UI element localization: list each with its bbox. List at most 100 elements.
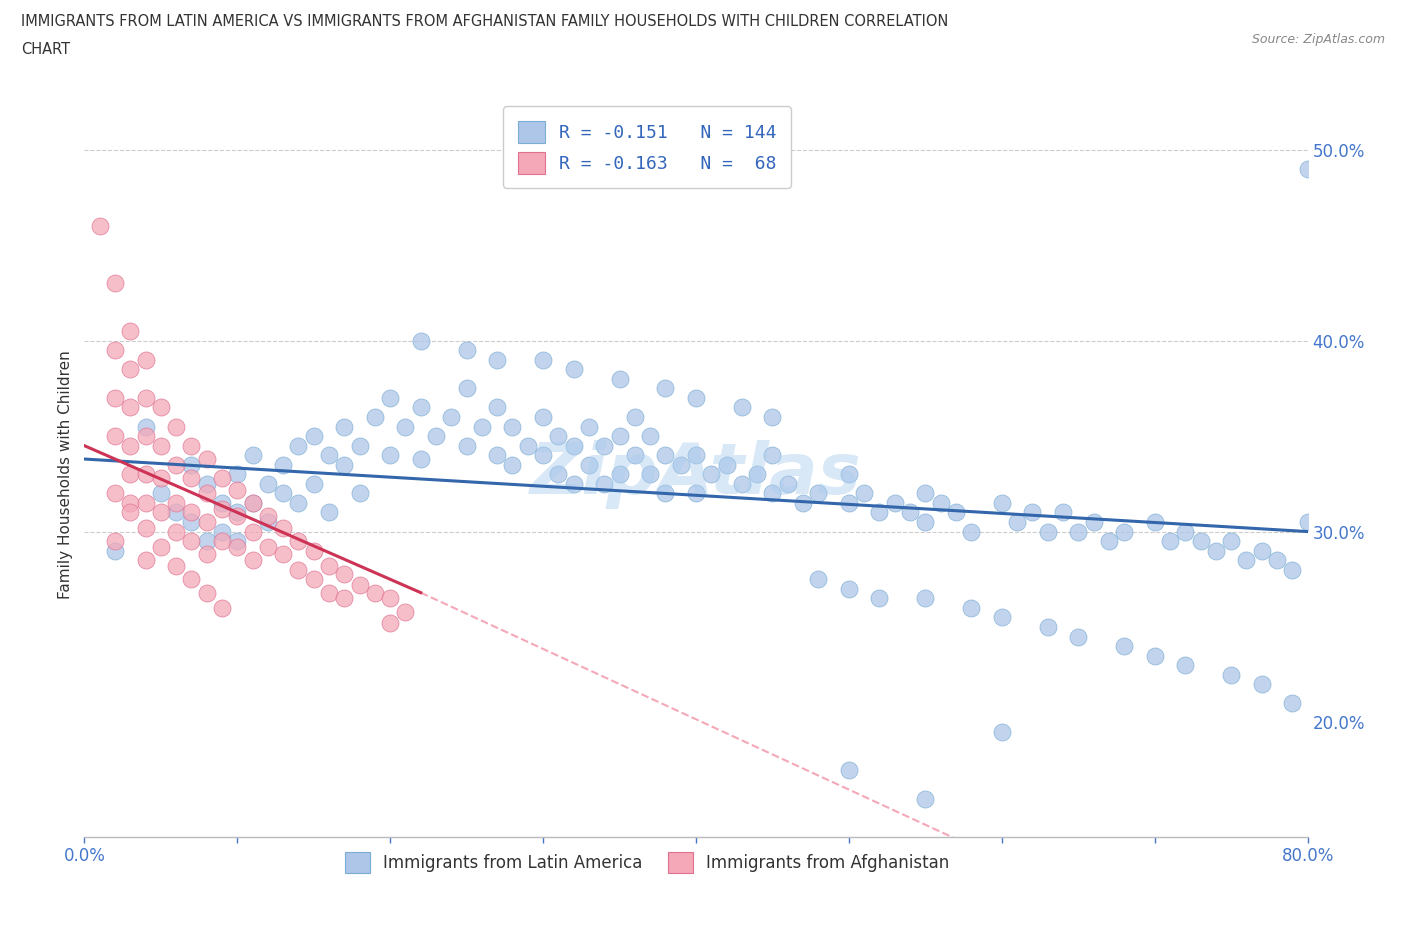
Point bbox=[242, 496, 264, 511]
Point bbox=[669, 458, 692, 472]
Point bbox=[104, 391, 127, 405]
Point bbox=[195, 486, 218, 501]
Point bbox=[502, 419, 524, 434]
Point bbox=[425, 429, 447, 444]
Text: ZipAtlas: ZipAtlas bbox=[530, 440, 862, 509]
Point bbox=[409, 452, 432, 467]
Point bbox=[257, 509, 280, 524]
Point bbox=[333, 458, 356, 472]
Text: Source: ZipAtlas.com: Source: ZipAtlas.com bbox=[1251, 33, 1385, 46]
Point bbox=[929, 496, 952, 511]
Point bbox=[180, 505, 202, 520]
Point bbox=[456, 381, 478, 396]
Point bbox=[609, 371, 631, 386]
Point bbox=[1005, 514, 1028, 529]
Point bbox=[486, 447, 509, 462]
Point bbox=[991, 610, 1014, 625]
Point bbox=[257, 539, 280, 554]
Point bbox=[914, 514, 936, 529]
Point bbox=[195, 452, 218, 467]
Point bbox=[853, 486, 876, 501]
Point bbox=[226, 539, 249, 554]
Point bbox=[149, 438, 172, 453]
Point bbox=[165, 419, 187, 434]
Point bbox=[149, 539, 172, 554]
Point bbox=[195, 547, 218, 562]
Point bbox=[761, 486, 783, 501]
Point bbox=[1174, 525, 1197, 539]
Point bbox=[1114, 525, 1136, 539]
Point bbox=[104, 534, 127, 549]
Point bbox=[456, 438, 478, 453]
Point bbox=[211, 534, 233, 549]
Point bbox=[226, 509, 249, 524]
Point bbox=[609, 467, 631, 482]
Point bbox=[1036, 525, 1059, 539]
Point bbox=[149, 505, 172, 520]
Point bbox=[180, 438, 202, 453]
Point bbox=[838, 581, 860, 596]
Point bbox=[502, 458, 524, 472]
Point bbox=[654, 486, 676, 501]
Point bbox=[1236, 552, 1258, 567]
Point bbox=[120, 438, 142, 453]
Point bbox=[914, 486, 936, 501]
Point bbox=[593, 476, 616, 491]
Point bbox=[624, 447, 647, 462]
Point bbox=[838, 467, 860, 482]
Point bbox=[302, 543, 325, 558]
Point bbox=[380, 616, 402, 631]
Point bbox=[318, 447, 340, 462]
Point bbox=[624, 409, 647, 424]
Point bbox=[1114, 639, 1136, 654]
Point bbox=[609, 429, 631, 444]
Point bbox=[731, 476, 754, 491]
Point bbox=[869, 505, 891, 520]
Point bbox=[165, 496, 187, 511]
Point bbox=[120, 505, 142, 520]
Point bbox=[135, 429, 157, 444]
Point bbox=[349, 438, 371, 453]
Point bbox=[180, 471, 202, 485]
Point bbox=[486, 400, 509, 415]
Point bbox=[349, 578, 371, 592]
Point bbox=[898, 505, 921, 520]
Point bbox=[731, 400, 754, 415]
Point bbox=[380, 391, 402, 405]
Point bbox=[991, 496, 1014, 511]
Point bbox=[135, 552, 157, 567]
Point bbox=[135, 467, 157, 482]
Point bbox=[380, 591, 402, 605]
Point bbox=[257, 514, 280, 529]
Point bbox=[914, 591, 936, 605]
Point bbox=[165, 458, 187, 472]
Point bbox=[471, 419, 494, 434]
Point bbox=[394, 604, 416, 619]
Point bbox=[883, 496, 905, 511]
Point bbox=[364, 409, 387, 424]
Point bbox=[180, 458, 202, 472]
Point bbox=[562, 362, 585, 377]
Point bbox=[135, 419, 157, 434]
Point bbox=[1021, 505, 1043, 520]
Point bbox=[562, 476, 585, 491]
Point bbox=[318, 505, 340, 520]
Point bbox=[991, 724, 1014, 739]
Point bbox=[271, 547, 294, 562]
Point bbox=[409, 400, 432, 415]
Point bbox=[914, 791, 936, 806]
Point bbox=[531, 409, 554, 424]
Point bbox=[685, 486, 707, 501]
Point bbox=[242, 525, 264, 539]
Point bbox=[516, 438, 538, 453]
Point bbox=[165, 505, 187, 520]
Point bbox=[257, 476, 280, 491]
Point bbox=[226, 467, 249, 482]
Point bbox=[838, 763, 860, 777]
Point bbox=[242, 552, 264, 567]
Point bbox=[195, 476, 218, 491]
Point bbox=[135, 391, 157, 405]
Point bbox=[195, 514, 218, 529]
Point bbox=[149, 471, 172, 485]
Point bbox=[333, 419, 356, 434]
